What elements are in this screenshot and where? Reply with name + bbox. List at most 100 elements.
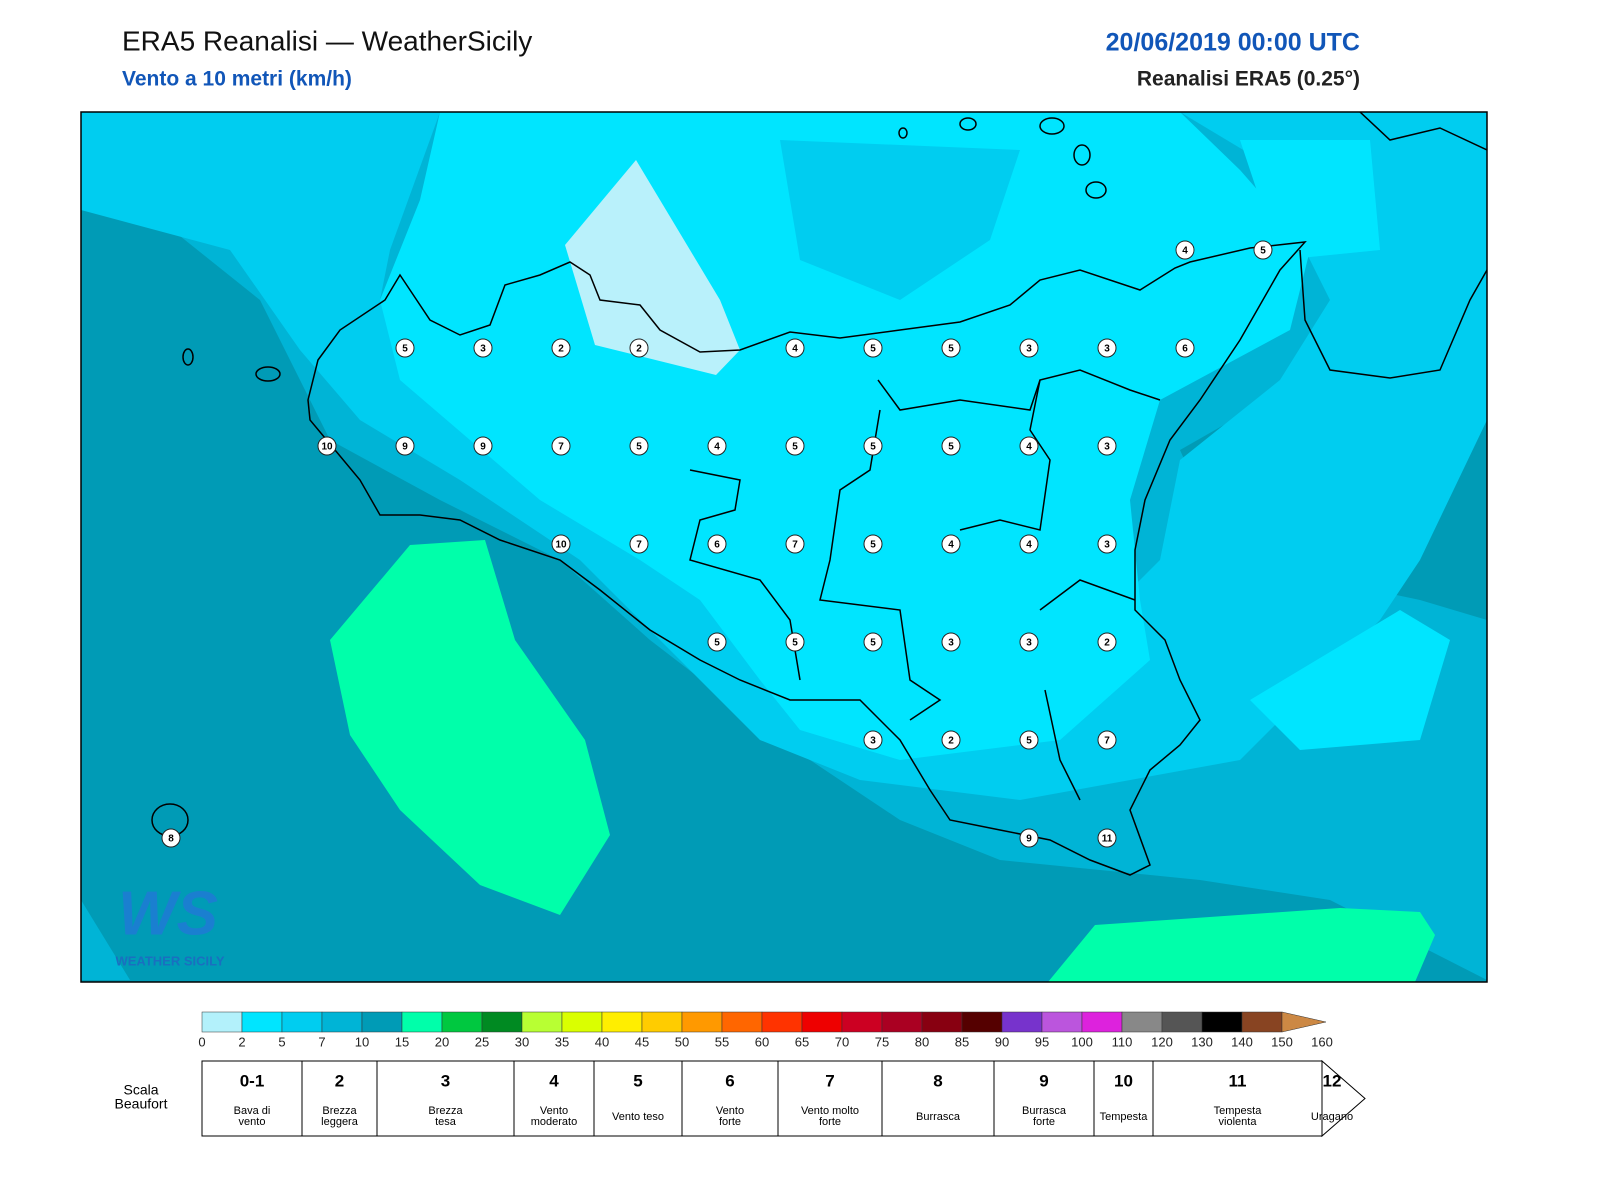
station-value: 3 xyxy=(1104,442,1110,453)
beaufort-force: 5 xyxy=(633,1071,642,1090)
beaufort-box xyxy=(1152,1060,1323,1137)
station-marker xyxy=(1097,338,1117,358)
field-2-5 xyxy=(1240,140,1380,260)
station-value: 6 xyxy=(1182,344,1188,355)
subtitle: Vento a 10 metri (km/h) xyxy=(122,68,352,91)
station-marker xyxy=(941,730,961,750)
colorbar-segment xyxy=(761,1011,803,1033)
beaufort-force: 11 xyxy=(1229,1071,1247,1090)
station-marker xyxy=(161,828,181,848)
field-7-10 xyxy=(81,650,130,980)
beaufort-force: 2 xyxy=(335,1071,344,1090)
beaufort-name: Vento teso xyxy=(612,1111,664,1123)
beaufort-name: tesa xyxy=(435,1116,457,1128)
colorbar-tick-label: 55 xyxy=(715,1034,729,1049)
colorbar-segment xyxy=(681,1011,723,1033)
colorbar-tick-label: 70 xyxy=(835,1034,849,1049)
colorbar-segment xyxy=(841,1011,883,1033)
station-marker xyxy=(1175,338,1195,358)
beaufort-name: forte xyxy=(1033,1116,1055,1128)
station-marker xyxy=(785,632,805,652)
beaufort-box xyxy=(881,1060,995,1137)
colorbar-segment xyxy=(561,1011,603,1033)
field-15-20 xyxy=(1048,908,1435,982)
beaufort-name: Uragano xyxy=(1311,1111,1353,1123)
colorbar-tick-label: 140 xyxy=(1231,1034,1253,1049)
station-value: 5 xyxy=(792,442,798,453)
station-marker xyxy=(1097,632,1117,652)
station-value: 5 xyxy=(948,442,954,453)
beaufort-force: 12 xyxy=(1323,1071,1342,1090)
station-marker xyxy=(863,534,883,554)
station-value: 3 xyxy=(1026,344,1032,355)
station-value: 4 xyxy=(1026,540,1032,551)
station-marker xyxy=(785,338,805,358)
beaufort-box xyxy=(593,1060,683,1137)
colorbar-segment xyxy=(1161,1011,1203,1033)
date: 20/06/2019 00:00 UTC xyxy=(1106,29,1360,57)
wind-field: 4 5 5 3 2 2 4 5 5 3 3 6 10 9 9 7 5 4 5 5 5 4 3 10 7 6 7 5 4 4 3 5 5 5 3 3 2 3… xyxy=(81,112,1487,982)
title: ERA5 Reanalisi — WeatherSicily xyxy=(122,25,532,56)
colorbar-tick-label: 110 xyxy=(1112,1034,1133,1049)
colorbar-tick-label: 95 xyxy=(1035,1034,1049,1049)
beaufort-force: 8 xyxy=(933,1071,942,1090)
colorbar-arrow xyxy=(1281,1011,1327,1033)
station-value: 3 xyxy=(870,736,876,747)
colorbar-segment xyxy=(961,1011,1003,1033)
station-value: 9 xyxy=(1026,834,1032,845)
station-marker xyxy=(473,338,493,358)
station-marker xyxy=(551,534,571,554)
station-value: 2 xyxy=(948,736,954,747)
colorbar-tick-label: 90 xyxy=(995,1034,1009,1049)
station-marker xyxy=(707,436,727,456)
logo: WS WEATHER SICILY xyxy=(115,879,224,968)
station-marker xyxy=(473,436,493,456)
station-value: 2 xyxy=(1104,638,1110,649)
colorbar-tick-label: 0 xyxy=(198,1034,205,1049)
colorbar: 0 2 5 7 10 15 20 25 30 35 40 45 50 55 60 65 70 75 80 85 90 95… xyxy=(198,1011,1333,1049)
beaufort-name: Tempesta xyxy=(1100,1111,1149,1123)
colorbar-segment xyxy=(201,1011,243,1033)
beaufort-name: Burrasca xyxy=(1022,1105,1067,1117)
station-value: 5 xyxy=(792,638,798,649)
colorbar-segment xyxy=(481,1011,523,1033)
beaufort-label: Scala xyxy=(123,1082,158,1098)
station-value: 5 xyxy=(870,344,876,355)
logo-text: WEATHER SICILY xyxy=(115,953,224,968)
station-value: 5 xyxy=(870,540,876,551)
station-marker xyxy=(1097,730,1117,750)
beaufort-name: Vento xyxy=(716,1105,744,1117)
station-marker xyxy=(1019,730,1039,750)
beaufort-box xyxy=(513,1060,595,1137)
station-marker xyxy=(1097,534,1117,554)
station-marker xyxy=(785,436,805,456)
colorbar-tick-label: 5 xyxy=(278,1034,285,1049)
colorbar-tick-label: 15 xyxy=(395,1034,409,1049)
beaufort-force: 7 xyxy=(825,1071,834,1090)
station-value: 10 xyxy=(555,540,567,551)
colorbar-tick-label: 150 xyxy=(1271,1034,1293,1049)
station-marker xyxy=(1097,436,1117,456)
station-marker xyxy=(629,534,649,554)
station-marker xyxy=(1253,240,1273,260)
colorbar-tick-label: 60 xyxy=(755,1034,769,1049)
beaufort-name: Vento xyxy=(540,1105,568,1117)
beaufort-box xyxy=(1093,1060,1154,1137)
colorbar-segment xyxy=(601,1011,643,1033)
station-value: 7 xyxy=(1104,736,1110,747)
colorbar-tick-label: 10 xyxy=(355,1034,369,1049)
station-value: 4 xyxy=(714,442,720,453)
beaufort-name: Vento molto xyxy=(801,1105,859,1117)
station-marker xyxy=(1019,436,1039,456)
logo-mark: WS xyxy=(118,879,218,948)
station-marker xyxy=(1019,534,1039,554)
station-marker xyxy=(317,436,337,456)
colorbar-segment xyxy=(321,1011,363,1033)
station-value: 10 xyxy=(321,442,333,453)
station-value: 5 xyxy=(636,442,642,453)
colorbar-tick-label: 85 xyxy=(955,1034,969,1049)
colorbar-tick-label: 40 xyxy=(595,1034,609,1049)
beaufort-force: 10 xyxy=(1114,1071,1133,1090)
station-marker xyxy=(941,338,961,358)
beaufort-force: 6 xyxy=(725,1071,734,1090)
